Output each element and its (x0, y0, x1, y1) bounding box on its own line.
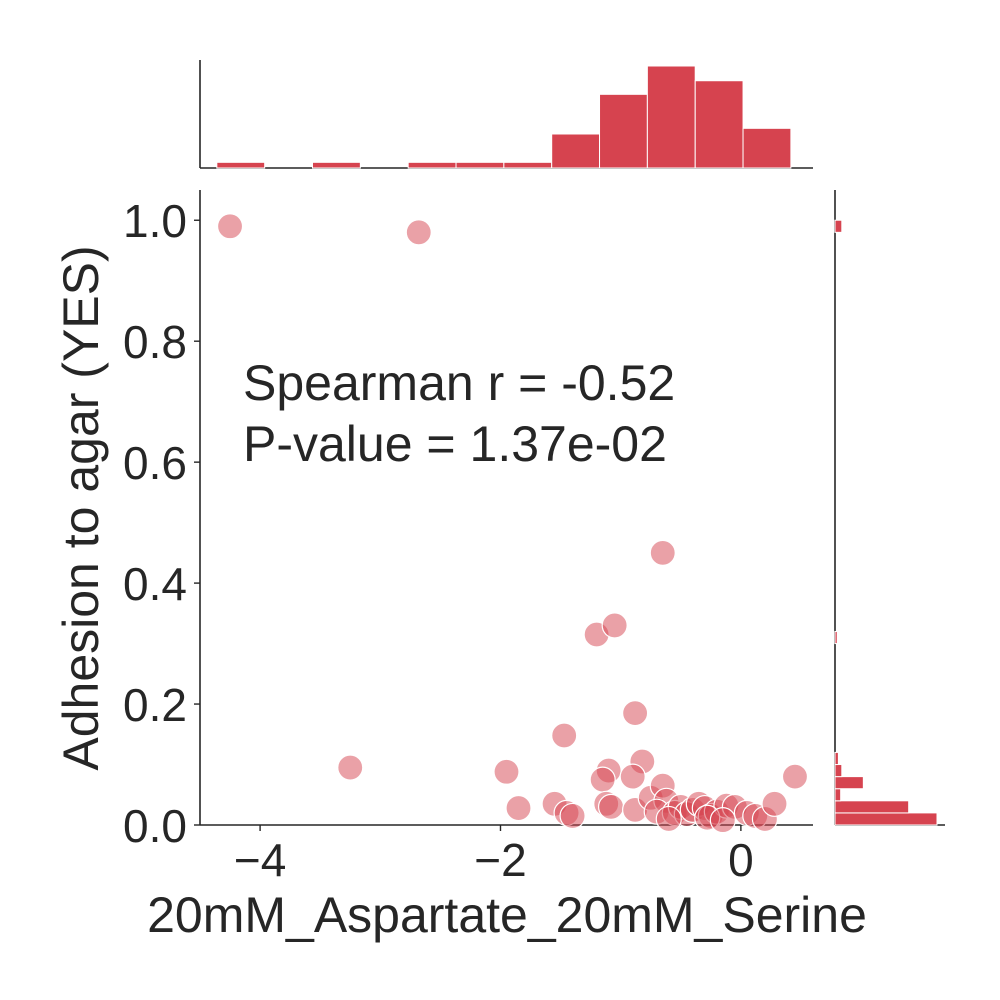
y-hist-bar (834, 800, 910, 814)
stats-annotation: Spearman r = -0.52 P-value = 1.37e-02 (243, 355, 675, 472)
y-hist-bar (834, 776, 864, 790)
data-point (655, 805, 682, 833)
data-point (589, 766, 616, 793)
y-tick-label: 0.6 (123, 437, 187, 489)
y-tick-label: 1.0 (123, 195, 187, 247)
x-marginal-histogram (199, 60, 813, 169)
data-point (493, 758, 520, 785)
data-point (505, 794, 532, 822)
x-hist-bar (312, 161, 361, 169)
spearman-annotation: Spearman r = -0.52 (243, 355, 675, 411)
data-point (337, 754, 364, 781)
x-hist-bar (742, 127, 792, 169)
data-point (649, 539, 676, 566)
y-tick-label: 0.2 (123, 679, 187, 731)
x-tick-label: 0 (728, 834, 754, 886)
data-point (761, 790, 788, 817)
data-point (781, 763, 809, 790)
y-marginal-histogram (834, 190, 945, 826)
y-hist-bar (834, 812, 938, 826)
x-hist-bar (694, 80, 744, 169)
x-axis-label: 20mM_Aspartate_20mM_Serine (147, 887, 867, 943)
y-hist-bar (834, 764, 843, 778)
y-hist-bar (834, 751, 839, 766)
data-point (551, 722, 578, 749)
x-hist-bar (551, 133, 601, 169)
scatter-plot-area: −4 −2 0 0.0 0.2 0.4 0.6 0.8 1.0 (123, 190, 813, 886)
x-hist-bar (216, 161, 266, 169)
y-tick-label: 0.4 (123, 558, 187, 610)
data-point (405, 219, 432, 246)
data-point (559, 802, 586, 830)
x-tick-label: −4 (234, 834, 286, 886)
x-hist-bar (407, 161, 457, 169)
data-point (601, 612, 628, 639)
x-hist-bar (455, 161, 505, 169)
x-hist-bar (599, 93, 648, 169)
y-axis-label: Adhesion to agar (YES) (53, 245, 109, 770)
data-point (622, 700, 649, 727)
y-hist-bar (834, 788, 842, 802)
x-tick-label: −2 (474, 834, 526, 886)
data-point (216, 213, 244, 240)
x-hist-bar (646, 65, 696, 169)
pvalue-annotation: P-value = 1.37e-02 (243, 416, 667, 472)
x-hist-bar (503, 161, 553, 169)
data-point (597, 793, 625, 820)
y-tick-label: 0.0 (123, 800, 187, 852)
y-tick-label: 0.8 (123, 316, 187, 368)
data-point (709, 807, 736, 834)
data-point (619, 763, 646, 790)
y-hist-bar (834, 219, 843, 233)
y-hist-bar (834, 630, 838, 645)
